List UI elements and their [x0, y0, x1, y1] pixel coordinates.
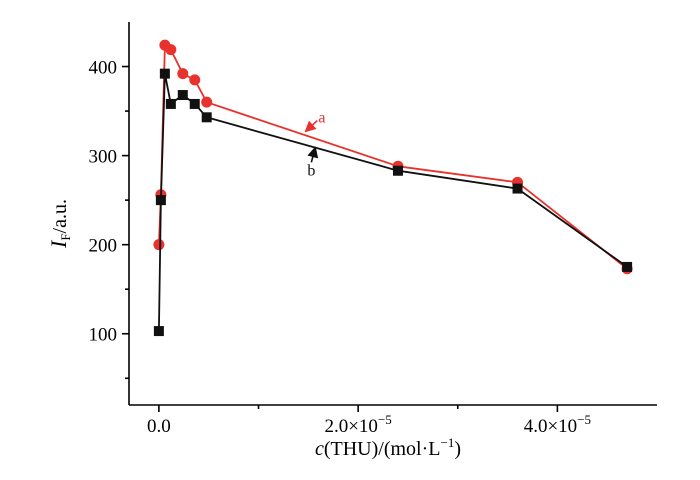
- series-layer: [153, 39, 633, 337]
- x-axis-title: c(THU)/(mol·L−1): [315, 435, 461, 460]
- x-tick-label: 2.0×10−5: [324, 412, 391, 437]
- y-tick-label: 100: [89, 325, 118, 346]
- axes: 100 200 300 400 0.0 2.0×10−5 4.0×10−5 c(THU)/(m…: [46, 22, 657, 460]
- x-tick-label: 4.0×10−5: [524, 412, 591, 437]
- series-b-point: [165, 98, 176, 109]
- series-a-point: [177, 68, 189, 80]
- series-arrow: [304, 119, 318, 133]
- series-b-line: [158, 72, 628, 332]
- series-a-point: [153, 239, 165, 251]
- series-label-a: a: [304, 110, 325, 133]
- series-b-point: [177, 90, 188, 101]
- series-label: b: [307, 162, 315, 179]
- series-a: [153, 39, 633, 275]
- series-b-point: [201, 112, 212, 123]
- annotations: ab: [304, 110, 325, 179]
- series-b-point: [155, 195, 166, 206]
- series-arrow: [307, 146, 319, 163]
- series-b: [153, 68, 633, 337]
- y-tick-label: 200: [89, 236, 118, 257]
- series-b-point: [189, 98, 200, 109]
- series-b-point: [392, 165, 403, 176]
- series-b-point: [622, 261, 633, 272]
- series-a-point: [189, 74, 201, 86]
- series-label: a: [318, 110, 325, 127]
- series-b-point: [159, 68, 170, 79]
- x-tick-label: 0.0: [147, 416, 171, 437]
- series-a-line: [158, 44, 628, 270]
- y-tick-label: 300: [89, 147, 118, 168]
- series-b-point: [153, 326, 164, 337]
- series-label-b: b: [307, 146, 319, 179]
- y-axis-title: IF/a.u.: [46, 199, 73, 249]
- series-b-point: [512, 183, 523, 194]
- series-a-point: [165, 44, 177, 56]
- y-tick-label: 400: [89, 58, 118, 79]
- series-a-point: [201, 96, 213, 108]
